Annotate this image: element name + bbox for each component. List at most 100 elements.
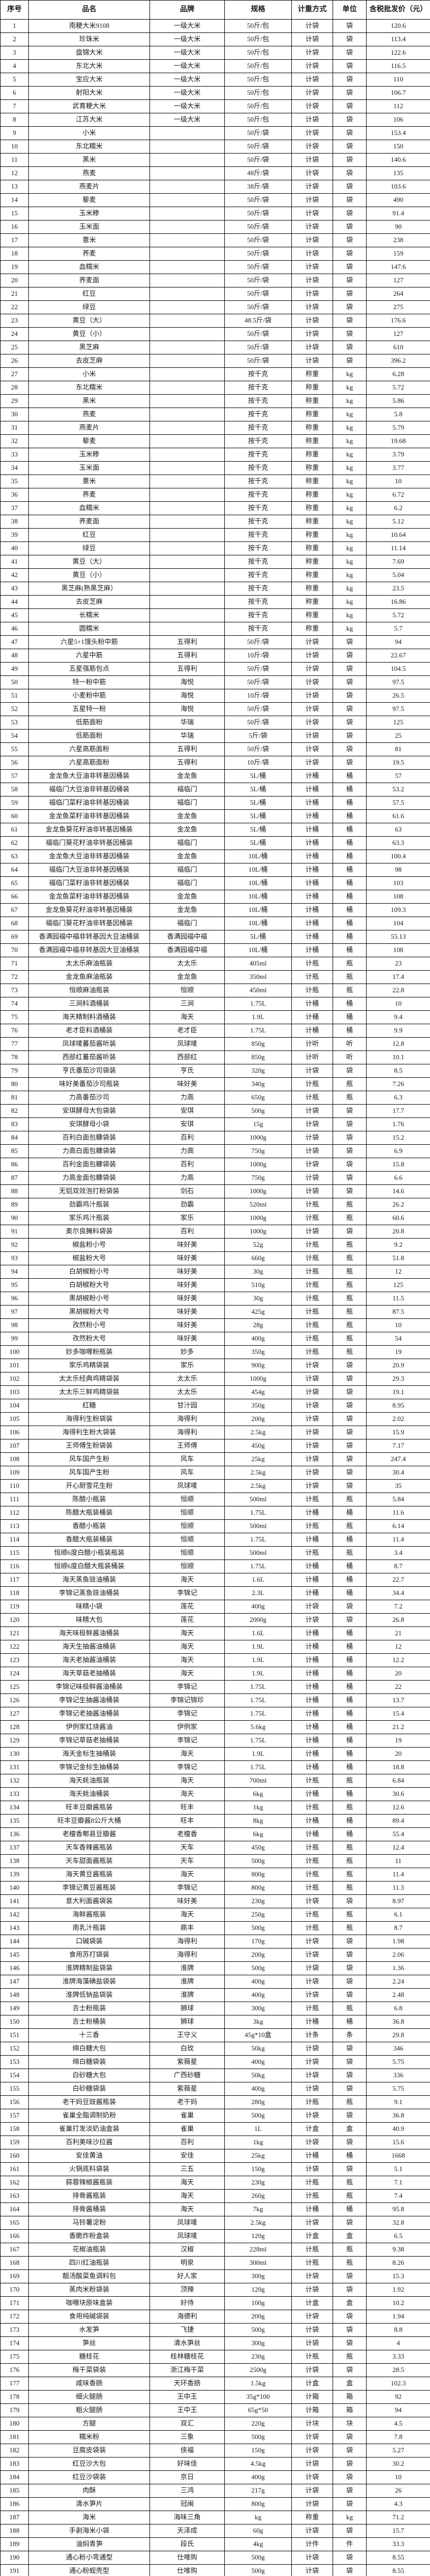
cell-col-name: 东北糯米 — [28, 381, 150, 395]
cell-col-brand: 一级大米 — [150, 46, 225, 60]
cell-col-unit: 袋 — [333, 1894, 367, 1908]
cell-col-no: 80 — [0, 1077, 29, 1091]
cell-col-spec: 50斤/袋 — [224, 260, 292, 274]
cell-col-name: 荞麦面 — [28, 515, 150, 529]
cell-col-price: 153.4 — [366, 126, 430, 140]
cell-col-unit: kg — [333, 568, 367, 582]
cell-col-method: 计瓶 — [291, 1332, 333, 1346]
cell-col-unit: 袋 — [333, 274, 367, 287]
cell-col-price: 5.72 — [366, 381, 430, 395]
cell-col-name: 陈醋大瓶装桶装 — [28, 1506, 150, 1520]
cell-col-method: 计桶 — [291, 796, 333, 810]
cell-col-brand: 金龙鱼 — [150, 809, 225, 823]
cell-col-name: 黑芝麻(熟黑芝麻） — [28, 582, 150, 596]
cell-col-brand: 一级大米 — [150, 32, 225, 46]
cell-col-name: 百利金面包糠袋装 — [28, 1158, 150, 1172]
cell-col-method: 计袋 — [291, 2283, 333, 2297]
cell-col-name: 粗火腿肠 — [28, 2403, 150, 2417]
cell-col-name: 李锦记金标生抽桶装 — [28, 1760, 150, 1774]
cell-col-method: 称重 — [291, 568, 333, 582]
cell-col-name: 海得利生粉袋装 — [28, 1412, 150, 1426]
cell-col-name: 恒顺6度白醋小瓶装瓶装 — [28, 1546, 150, 1560]
cell-col-spec: 1000g — [224, 1225, 292, 1239]
cell-col-brand: 香满园福中福 — [150, 930, 225, 944]
cell-col-no: 177 — [0, 2377, 29, 2391]
cell-col-brand: 老才臣 — [150, 1024, 225, 1038]
table-row: 140 李锦记黄豆酱瓶装 李锦记 800g 计瓶瓶 11.3 — [0, 1881, 430, 1895]
cell-col-price: 22.7 — [366, 1573, 430, 1587]
cell-col-price: 29.8 — [366, 2028, 430, 2042]
cell-col-brand: 李锦记锦珍 — [150, 1693, 225, 1707]
cell-col-spec: 1.75L — [224, 1707, 292, 1721]
cell-col-method: 计袋 — [291, 1359, 333, 1372]
cell-col-spec: 1.6L — [224, 1573, 292, 1587]
cell-col-no: 102 — [0, 1372, 29, 1386]
cell-col-method: 计袋 — [291, 2497, 333, 2511]
table-row: 131 李锦记金标生抽桶装 李锦记 1.75L 计桶桶 18.8 — [0, 1760, 430, 1774]
cell-col-unit: 袋 — [333, 2363, 367, 2377]
cell-col-name: 南粳大米9108 — [28, 19, 150, 33]
cell-col-brand: 明泉 — [150, 2256, 225, 2270]
cell-col-price: 16.86 — [366, 595, 430, 609]
cell-col-brand: 旺丰 — [150, 1814, 225, 1828]
cell-col-no: 77 — [0, 1037, 29, 1051]
cell-col-brand — [150, 461, 225, 475]
table-row: 74 三涧料酒桶装 三涧 1.75L 计桶桶 10 — [0, 997, 430, 1011]
cell-col-method: 计桶 — [291, 1010, 333, 1024]
cell-col-no: 190 — [0, 2551, 29, 2565]
cell-col-brand: 海悦 — [150, 675, 225, 689]
cell-col-unit: 袋 — [333, 2283, 367, 2297]
cell-col-method: 计袋 — [291, 2216, 333, 2230]
cell-col-brand: 味好美 — [150, 1251, 225, 1265]
cell-col-unit: 袋 — [333, 207, 367, 221]
cell-col-name: 安佳黄油 — [28, 2149, 150, 2163]
table-row: 185 肉酥 三鸿 217g 计袋袋 26 — [0, 2484, 430, 2498]
cell-col-name: 香满园福中福非转基因大豆油桶装 — [28, 930, 150, 944]
cell-col-price: 5.04 — [366, 568, 430, 582]
cell-col-no: 107 — [0, 1439, 29, 1453]
cell-col-spec: 50斤/袋 — [224, 662, 292, 676]
cell-col-no: 32 — [0, 434, 29, 448]
cell-col-spec: 500g — [224, 1921, 292, 1935]
cell-col-price: 5.12 — [366, 515, 430, 529]
cell-col-spec: 按千克 — [224, 394, 292, 408]
cell-col-unit: 瓶 — [333, 1211, 367, 1225]
cell-col-no: 83 — [0, 1117, 29, 1131]
cell-col-brand — [150, 274, 225, 287]
cell-col-unit: 桶 — [333, 1814, 367, 1828]
cell-col-no: 76 — [0, 1024, 29, 1038]
cell-col-method: 计瓶 — [291, 2176, 333, 2190]
cell-col-method: 计瓶 — [291, 2256, 333, 2270]
cell-col-method: 计袋 — [291, 207, 333, 221]
cell-col-no: 158 — [0, 2122, 29, 2136]
cell-col-spec: 230g — [224, 2350, 292, 2364]
cell-col-unit: 袋 — [333, 32, 367, 46]
cell-col-spec: 按千克 — [224, 582, 292, 596]
cell-col-method: 计瓶 — [291, 957, 333, 971]
table-row: 78 西部红蕃茄酱听装 西部红 850g 计听听 10.1 — [0, 1050, 430, 1064]
cell-col-name: 海天精制料酒桶装 — [28, 1010, 150, 1024]
cell-col-price: 150 — [366, 140, 430, 154]
cell-col-brand: 风车 — [150, 1466, 225, 1480]
cell-col-name: 海天老抽酱油桶装 — [28, 1653, 150, 1667]
cell-col-spec: 50斤/包 — [224, 59, 292, 73]
cell-col-spec: 50斤/袋 — [224, 742, 292, 756]
cell-col-spec: 50斤/包 — [224, 113, 292, 127]
cell-col-brand: 家乐 — [150, 1359, 225, 1372]
cell-col-brand: 海天 — [150, 1653, 225, 1667]
cell-col-method: 计盒 — [291, 2122, 333, 2136]
cell-col-no: 81 — [0, 1091, 29, 1105]
cell-col-no: 31 — [0, 421, 29, 435]
cell-col-method: 计瓶 — [291, 1881, 333, 1895]
cell-col-name: 福临门菜籽油非转基因桶装 — [28, 876, 150, 890]
cell-col-price: 1668 — [366, 2149, 430, 2163]
cell-col-name: 花椒油瓶装 — [28, 2243, 150, 2257]
cell-col-price: 15.6 — [366, 2136, 430, 2149]
table-row: 139 海天黄豆酱瓶装 海天 800g 计瓶瓶 11.4 — [0, 1868, 430, 1882]
table-row: 142 海鲜酱瓶装 海天 250g 计瓶瓶 6.1 — [0, 1908, 430, 1922]
cell-col-name: 南乳汁瓶装 — [28, 1921, 150, 1935]
cell-col-no: 121 — [0, 1626, 29, 1640]
table-row: 55 六星高筋面粉 五得利 50斤/袋 计袋袋 81 — [0, 742, 430, 756]
cell-col-method: 计袋 — [291, 166, 333, 180]
cell-col-brand — [150, 220, 225, 234]
